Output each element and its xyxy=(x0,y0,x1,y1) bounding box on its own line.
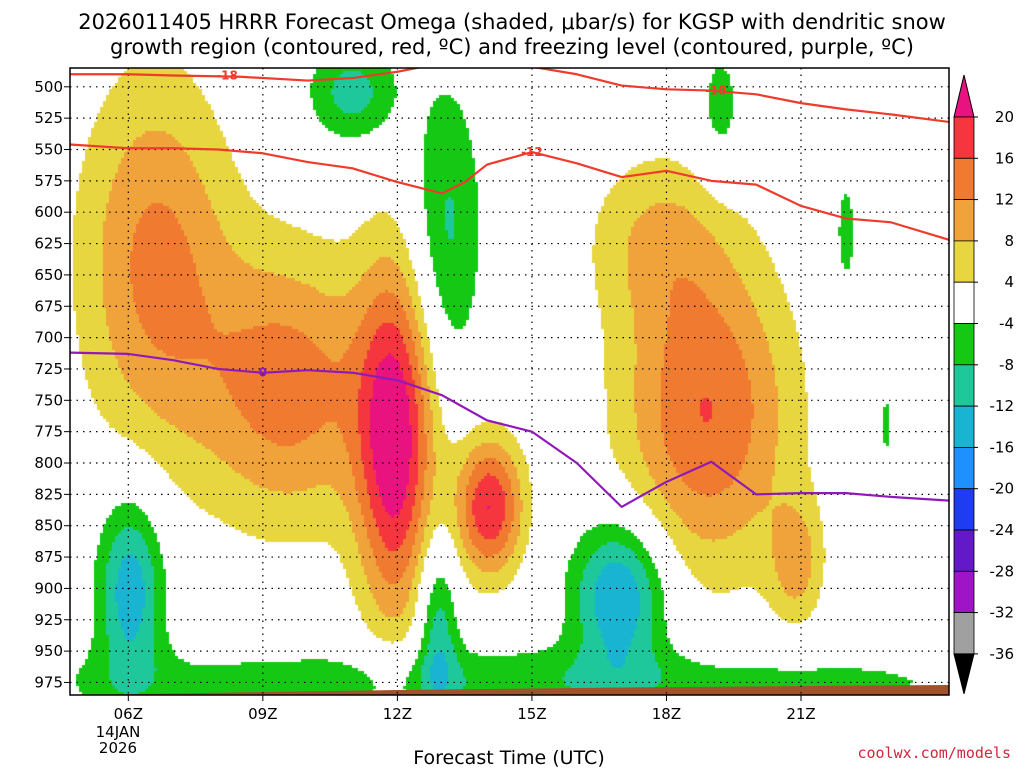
x-tick-label-15Z: 15Z xyxy=(517,705,546,723)
terrain-layer xyxy=(70,684,949,695)
colorbar-bin-9 xyxy=(953,488,975,531)
credit-text: coolwx.com/models xyxy=(857,744,1011,762)
contour-isotherm-minus18 xyxy=(70,68,949,124)
colorbar-label-5: -4 xyxy=(999,315,1014,333)
y-tick-label-650: 650 xyxy=(34,266,63,284)
y-tick-label-850: 850 xyxy=(34,517,63,535)
plot-frame xyxy=(69,67,950,696)
colorbar-label-0: 20 xyxy=(995,108,1014,126)
colorbar-bin-1 xyxy=(953,157,975,201)
colorbar-top-arrow xyxy=(953,74,975,118)
contour-label-isotherm-minus18-1: -18 xyxy=(705,84,727,98)
colorbar-label-9: -20 xyxy=(990,480,1015,498)
colorbar-bin-12 xyxy=(953,612,975,655)
y-tick-label-750: 750 xyxy=(34,391,63,409)
contour-label-isotherm-minus12-0: -12 xyxy=(521,145,543,159)
contour-freezing-level-0c xyxy=(70,351,949,508)
colorbar-bin-0 xyxy=(953,116,975,159)
colorbar-bin-11 xyxy=(953,570,975,613)
contour-layer: -18 -18 -12 0 xyxy=(70,68,949,508)
colorbar-label-1: 16 xyxy=(995,149,1014,167)
y-tick-label-975: 975 xyxy=(34,673,63,691)
colorbar-bin-6 xyxy=(953,364,975,407)
y-tick-label-675: 675 xyxy=(34,297,63,315)
colorbar-bin-5 xyxy=(953,323,975,366)
colorbar-label-4: 4 xyxy=(1004,273,1014,291)
colorbar-label-12: -32 xyxy=(990,604,1015,622)
chart-title-line2: growth region (contoured, red, ºC) and f… xyxy=(110,35,914,59)
colorbar-label-8: -16 xyxy=(990,438,1015,456)
y-tick-label-725: 725 xyxy=(34,360,63,378)
chart-title-line1: 2026011405 HRRR Forecast Omega (shaded, … xyxy=(78,10,946,34)
y-tick-label-600: 600 xyxy=(34,203,63,221)
colorbar-label-2: 12 xyxy=(995,191,1014,209)
y-tick-label-550: 550 xyxy=(34,141,63,159)
x-axis-title: Forecast Time (UTC) xyxy=(413,747,604,768)
colorbar-bin-10 xyxy=(953,529,975,572)
y-tick-label-500: 500 xyxy=(34,78,63,96)
grid-layer xyxy=(70,68,949,695)
omega-shaded-field xyxy=(70,68,949,695)
y-tick-label-875: 875 xyxy=(34,548,63,566)
date-label-year: 2026 xyxy=(99,739,137,757)
colorbar-bin-8 xyxy=(953,446,975,490)
contour-label-freezing-level-0c-0: 0 xyxy=(259,366,267,380)
y-tick-label-925: 925 xyxy=(34,611,63,629)
colorbar-bin-2 xyxy=(953,199,975,242)
plot-area: -18 -18 -12 0 xyxy=(69,67,950,696)
colorbar-bin-7 xyxy=(953,405,975,448)
x-axis: 06Z 09Z 12Z 15Z 18Z 21Z xyxy=(114,695,816,723)
y-tick-label-900: 900 xyxy=(34,579,63,597)
contour-isotherm-minus12 xyxy=(70,143,949,241)
y-tick-label-950: 950 xyxy=(34,642,63,660)
colorbar-label-3: 8 xyxy=(1004,232,1014,250)
y-tick-label-575: 575 xyxy=(34,172,63,190)
y-tick-label-525: 525 xyxy=(34,109,63,127)
colorbar-label-7: -12 xyxy=(990,397,1015,415)
x-tick-label-09Z: 09Z xyxy=(248,705,277,723)
contour-label-isotherm-minus18-0: -18 xyxy=(216,69,238,83)
x-tick-label-18Z: 18Z xyxy=(652,705,681,723)
y-tick-label-825: 825 xyxy=(34,485,63,503)
y-tick-label-700: 700 xyxy=(34,329,63,347)
colorbar-bin-4 xyxy=(953,281,975,324)
x-tick-label-21Z: 21Z xyxy=(786,705,815,723)
x-tick-label-06Z: 06Z xyxy=(114,705,143,723)
y-tick-label-625: 625 xyxy=(34,235,63,253)
colorbar: 20 16 12 8 4 -4 -8 -12 -16 -20 -24 -28 -32 -36 xyxy=(953,74,1015,695)
colorbar-label-10: -24 xyxy=(990,521,1015,539)
date-label-day: 14JAN xyxy=(96,723,141,741)
colorbar-label-11: -28 xyxy=(990,562,1015,580)
y-tick-label-775: 775 xyxy=(34,423,63,441)
colorbar-label-6: -8 xyxy=(999,356,1014,374)
y-tick-label-800: 800 xyxy=(34,454,63,472)
y-axis: 500 525 550 575 600 625 650 675 700 725 750 775 800 8… xyxy=(34,78,70,691)
terrain-surface xyxy=(70,684,949,695)
colorbar-bottom-arrow xyxy=(953,653,975,695)
colorbar-label-13: -36 xyxy=(990,645,1015,663)
x-tick-label-12Z: 12Z xyxy=(383,705,412,723)
colorbar-bin-3 xyxy=(953,240,975,283)
